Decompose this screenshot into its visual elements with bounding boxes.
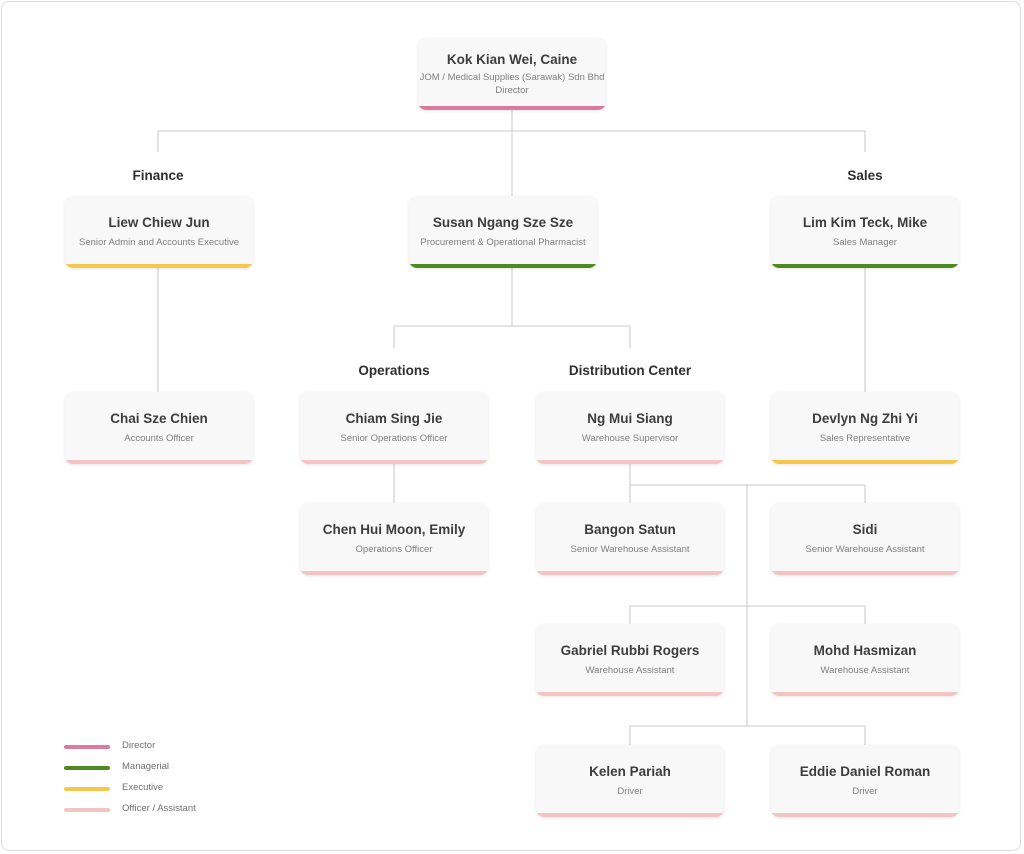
- org-card-procurement[interactable]: Susan Ngang Sze Sze Procurement & Operat…: [409, 196, 597, 268]
- person-name: Kok Kian Wei, Caine: [446, 52, 578, 67]
- level-bar: [536, 571, 724, 575]
- person-name: Devlyn Ng Zhi Yi: [812, 411, 918, 426]
- legend-label: Managerial: [122, 761, 169, 772]
- level-bar: [771, 460, 959, 464]
- org-card-sales-rep[interactable]: Devlyn Ng Zhi Yi Sales Representative: [771, 392, 959, 464]
- person-role: Senior Warehouse Assistant: [805, 544, 925, 555]
- level-bar: [300, 460, 488, 464]
- org-card-eddie[interactable]: Eddie Daniel Roman Driver: [771, 745, 959, 817]
- legend-label: Director: [122, 740, 156, 751]
- person-role: Warehouse Assistant: [820, 665, 910, 676]
- dept-label-sales: Sales: [847, 168, 883, 183]
- level-bar: [771, 571, 959, 575]
- level-bar: [771, 264, 959, 268]
- legend-label: Executive: [122, 782, 164, 793]
- person-name: Ng Mui Siang: [587, 411, 673, 426]
- person-name: Kelen Pariah: [589, 764, 671, 779]
- person-name: Mohd Hasmizan: [813, 643, 917, 658]
- person-role: Driver: [617, 786, 643, 797]
- dept-label-finance: Finance: [132, 168, 184, 183]
- legend-swatch: [64, 787, 110, 791]
- person-name: Bangon Satun: [584, 522, 676, 537]
- person-role: Director: [495, 85, 529, 96]
- level-bar: [418, 106, 606, 110]
- person-name: Susan Ngang Sze Sze: [432, 215, 574, 230]
- person-role: Warehouse Supervisor: [581, 433, 679, 444]
- person-name: Chai Sze Chien: [110, 411, 208, 426]
- org-card-director[interactable]: Kok Kian Wei, Caine JOM / Medical Suppli…: [418, 38, 606, 110]
- person-role: Senior Admin and Accounts Executive: [78, 237, 239, 248]
- dept-label-distribution: Distribution Center: [568, 363, 692, 378]
- person-role: Driver: [852, 786, 878, 797]
- person-name: Sidi: [852, 522, 878, 537]
- level-bar: [771, 813, 959, 817]
- dept-label-operations: Operations: [358, 363, 430, 378]
- person-role: Sales Representative: [819, 433, 911, 444]
- org-card-gabriel[interactable]: Gabriel Rubbi Rogers Warehouse Assistant: [536, 624, 724, 696]
- org-card-warehouse-supervisor[interactable]: Ng Mui Siang Warehouse Supervisor: [536, 392, 724, 464]
- person-role: Senior Operations Officer: [340, 433, 448, 444]
- legend-label: Officer / Assistant: [122, 803, 196, 814]
- org-card-sidi[interactable]: Sidi Senior Warehouse Assistant: [771, 503, 959, 575]
- person-name: Liew Chiew Jun: [108, 215, 210, 230]
- legend-swatch: [64, 766, 110, 770]
- org-card-sales-manager[interactable]: Lim Kim Teck, Mike Sales Manager: [771, 196, 959, 268]
- level-bar: [536, 813, 724, 817]
- company-name: JOM / Medical Supplies (Sarawak) Sdn Bhd: [419, 72, 605, 83]
- level-bar: [536, 460, 724, 464]
- person-name: Eddie Daniel Roman: [799, 764, 931, 779]
- person-role: Operations Officer: [355, 544, 433, 555]
- org-card-kelen[interactable]: Kelen Pariah Driver: [536, 745, 724, 817]
- level-bar: [65, 264, 253, 268]
- level-bar: [300, 571, 488, 575]
- person-role: Warehouse Assistant: [585, 665, 675, 676]
- level-bar: [536, 692, 724, 696]
- person-name: Chiam Sing Jie: [345, 411, 443, 426]
- person-name: Gabriel Rubbi Rogers: [560, 643, 700, 658]
- legend-swatch: [64, 745, 110, 749]
- org-card-senior-ops[interactable]: Chiam Sing Jie Senior Operations Officer: [300, 392, 488, 464]
- person-name: Chen Hui Moon, Emily: [322, 522, 466, 537]
- org-card-hasmizan[interactable]: Mohd Hasmizan Warehouse Assistant: [771, 624, 959, 696]
- person-role: Procurement & Operational Pharmacist: [420, 237, 586, 248]
- person-role: Accounts Officer: [124, 433, 194, 444]
- person-role: Senior Warehouse Assistant: [570, 544, 690, 555]
- person-name: Lim Kim Teck, Mike: [802, 215, 928, 230]
- level-bar: [409, 264, 597, 268]
- person-role: Sales Manager: [833, 237, 897, 248]
- org-card-finance-lead[interactable]: Liew Chiew Jun Senior Admin and Accounts…: [65, 196, 253, 268]
- level-bar: [65, 460, 253, 464]
- level-bar: [771, 692, 959, 696]
- org-card-bangon[interactable]: Bangon Satun Senior Warehouse Assistant: [536, 503, 724, 575]
- legend-swatch: [64, 808, 110, 812]
- org-card-accounts-officer[interactable]: Chai Sze Chien Accounts Officer: [65, 392, 253, 464]
- org-card-ops-officer[interactable]: Chen Hui Moon, Emily Operations Officer: [300, 503, 488, 575]
